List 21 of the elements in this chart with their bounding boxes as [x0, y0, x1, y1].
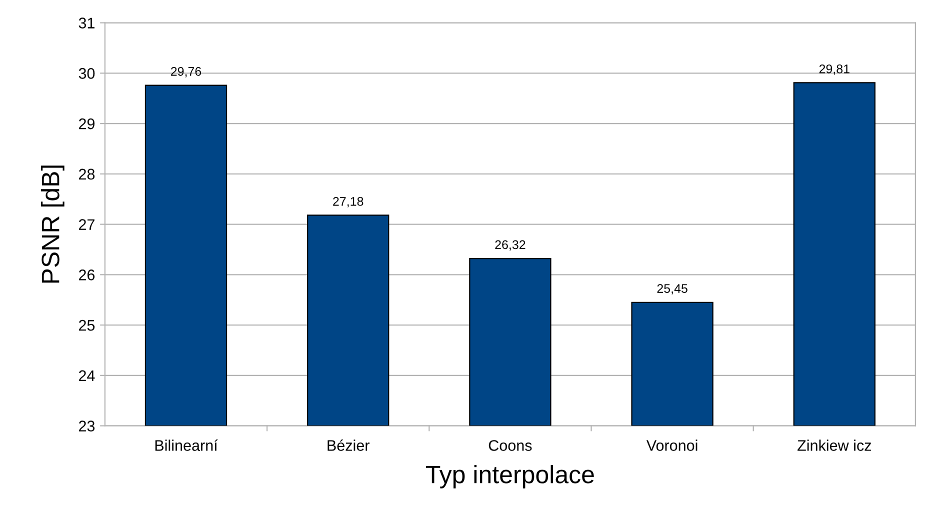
data-label: 25,45 — [657, 284, 688, 294]
y-tick-label: 29 — [79, 118, 94, 130]
y-tick-label: 25 — [79, 320, 95, 331]
y-tick-label: 31 — [78, 18, 94, 28]
y-tick-label: 24 — [79, 370, 95, 381]
y-axis-title: PSNR [dB] — [41, 166, 64, 283]
y-tick-label: 26 — [79, 270, 95, 280]
x-tick-label: Bilinearní — [155, 440, 218, 451]
data-label: 27,18 — [333, 196, 364, 208]
x-tick-label: Coons — [488, 440, 532, 451]
y-tick-label: 27 — [79, 219, 94, 230]
x-tick-label: Voronoi — [646, 440, 698, 451]
x-tick-label: Bézier — [328, 440, 370, 451]
data-label: 29,81 — [819, 64, 850, 75]
y-tick-label: 28 — [79, 168, 95, 180]
y-tick-label: 30 — [78, 68, 95, 79]
data-label: 26,32 — [495, 240, 526, 251]
data-label: 29,76 — [170, 66, 202, 78]
x-axis-title: Typ interpolace — [426, 465, 594, 488]
x-tick-label: Zinkiew icz — [798, 440, 871, 451]
y-tick-label: 23 — [79, 420, 95, 432]
